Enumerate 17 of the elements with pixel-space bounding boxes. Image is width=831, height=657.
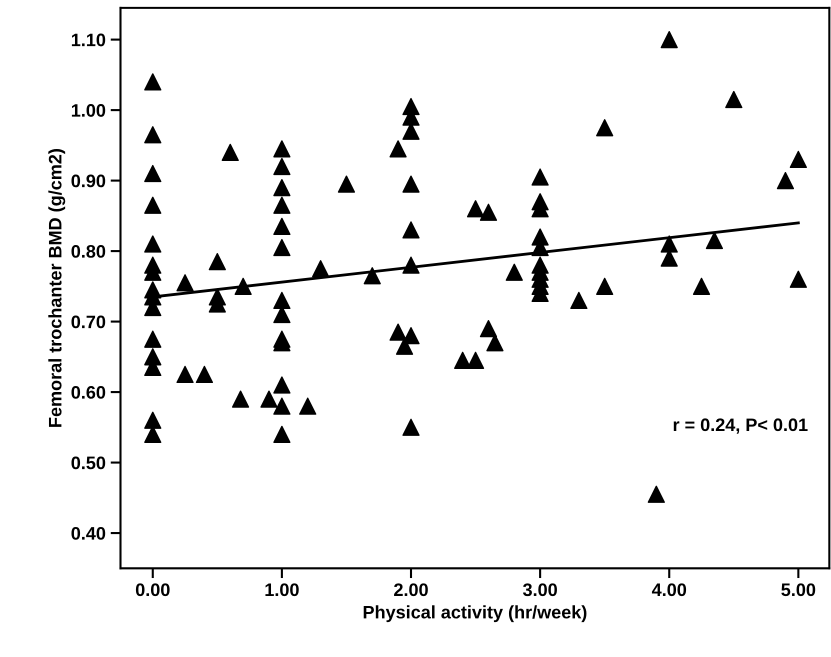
y-tick-label: 0.70 <box>71 316 106 328</box>
x-tick-label: 5.00 <box>781 583 816 596</box>
y-tick-label: 0.50 <box>71 456 106 470</box>
x-tick-label: 1.00 <box>265 583 299 596</box>
y-tick-label: 1.10 <box>72 34 106 46</box>
y-tick-label: 0.60 <box>71 386 106 399</box>
y-tick-label: 0.40 <box>71 526 106 540</box>
y-tick-label: 1.00 <box>72 104 106 117</box>
annotation: r = 0.24, P< 0.01 <box>674 418 808 434</box>
y-axis-title: Femoral trochanter BMD (g/cm2) <box>48 149 66 427</box>
x-axis-title: Physical activity (hr/week) <box>364 605 586 622</box>
y-tick-label: 0.90 <box>71 174 106 188</box>
y-tick-label: 0.80 <box>71 245 106 258</box>
x-tick-label: 0.00 <box>136 583 170 596</box>
x-tick-label: 4.00 <box>652 583 686 596</box>
x-tick-label: 2.00 <box>394 583 428 596</box>
x-tick-label: 3.00 <box>522 583 557 596</box>
